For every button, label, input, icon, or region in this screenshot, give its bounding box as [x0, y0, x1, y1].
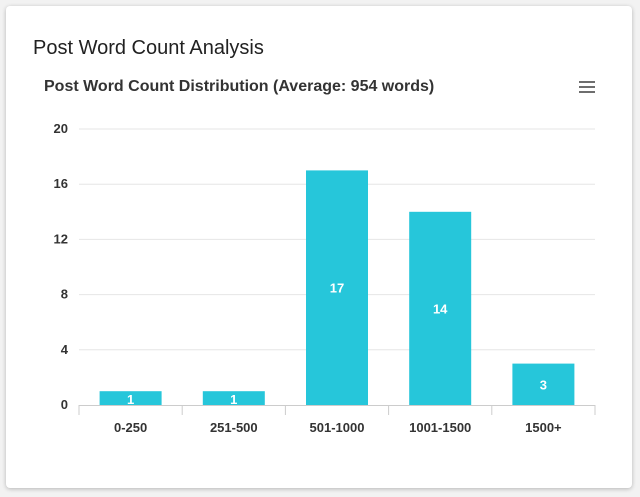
y-tick-label: 8: [61, 287, 68, 302]
bar[interactable]: [512, 363, 575, 405]
label-layer: 0 4 8 12 16 20 0-250 1 251-500 1 501-1000 17 1001-15…: [54, 121, 563, 435]
hamburger-menu-icon[interactable]: [576, 76, 598, 98]
chart-card: Post Word Count Analysis Post Word Count…: [6, 6, 632, 488]
bar-chart: 0 4 8 12 16 20 0-250 1 251-500 1 501-1000 17 1001-15…: [54, 121, 596, 435]
axis-layer: [78, 405, 596, 415]
x-tick-label: 501-1000: [310, 420, 365, 435]
data-label: 1: [127, 392, 134, 407]
menu-line: [579, 81, 595, 83]
chart-title: Post Word Count Distribution (Average: 9…: [44, 78, 435, 95]
data-label: 3: [540, 377, 547, 392]
bar-layer: [99, 170, 575, 405]
x-tick-label: 1001-1500: [409, 420, 471, 435]
x-tick-label: 251-500: [210, 420, 258, 435]
bar[interactable]: [409, 211, 472, 405]
bar[interactable]: [306, 170, 368, 405]
bar[interactable]: [202, 391, 265, 405]
y-tick-label: 12: [54, 231, 68, 246]
y-tick-label: 16: [54, 176, 68, 191]
menu-line: [579, 91, 595, 93]
y-tick-label: 0: [61, 397, 68, 412]
menu-line: [579, 86, 595, 88]
bar[interactable]: [99, 391, 162, 405]
y-tick-label: 4: [61, 342, 69, 357]
data-label: 14: [433, 301, 448, 316]
card-title: Post Word Count Analysis: [33, 37, 264, 59]
x-tick-label: 0-250: [114, 420, 147, 435]
data-label: 17: [330, 281, 344, 296]
data-label: 1: [230, 392, 237, 407]
y-tick-label: 20: [54, 121, 68, 136]
x-tick-label: 1500+: [525, 420, 562, 435]
